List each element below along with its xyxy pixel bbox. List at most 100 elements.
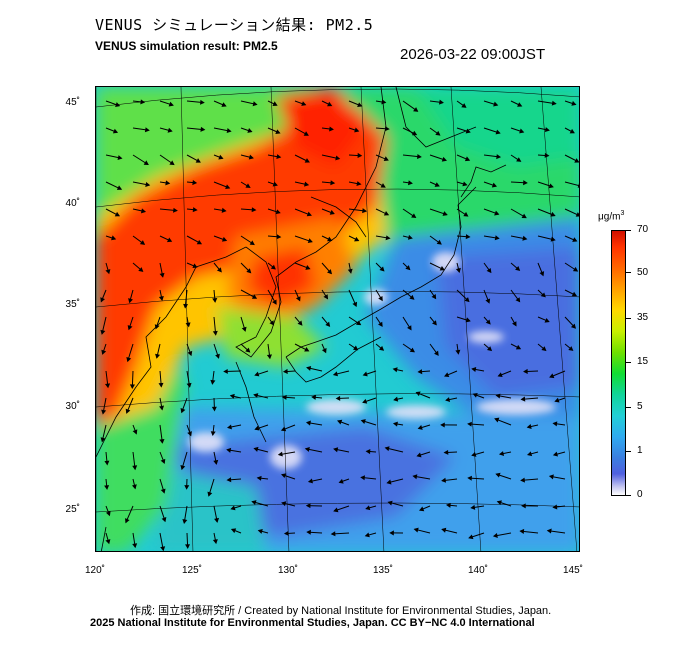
wind-arrow-head bbox=[104, 383, 111, 389]
wind-arrow-head bbox=[307, 238, 313, 244]
wind-arrow-head bbox=[407, 234, 413, 240]
wind-arrow-head bbox=[218, 154, 224, 160]
wind-arrow-head bbox=[183, 303, 189, 309]
wind-arrow-head bbox=[126, 356, 132, 363]
wind-arrow-head bbox=[347, 268, 353, 274]
wind-arrow-head bbox=[360, 475, 365, 481]
wind-arrow-head bbox=[187, 350, 193, 357]
wind-arrow-head bbox=[413, 107, 419, 112]
colorbar-tickmark bbox=[626, 451, 631, 452]
wind-arrow-head bbox=[364, 532, 370, 538]
wind-arrow-head bbox=[434, 182, 440, 187]
lon-label-125: 125˚ bbox=[181, 565, 202, 576]
wind-arrow-head bbox=[221, 207, 227, 213]
wind-arrow-head bbox=[215, 353, 220, 359]
wind-arrow-head bbox=[552, 504, 558, 510]
wind-arrow-head bbox=[417, 425, 423, 430]
wind-arrow-head bbox=[185, 544, 191, 549]
wind-arrow-head bbox=[184, 485, 190, 490]
wind-arrow-head bbox=[416, 452, 422, 458]
wind-arrow-head bbox=[144, 127, 150, 133]
wind-arrow-head bbox=[226, 447, 232, 453]
wind-arrow-head bbox=[307, 478, 313, 484]
wind-arrow-head bbox=[467, 475, 472, 481]
wind-arrow-head bbox=[571, 291, 578, 297]
wind-arrow-head bbox=[138, 267, 144, 272]
lat-label-25: 25˚ bbox=[65, 504, 80, 515]
wind-arrow-head bbox=[159, 272, 165, 278]
wind-arrow-head bbox=[127, 325, 133, 331]
wind-arrow-head bbox=[211, 406, 217, 412]
wind-arrow-head bbox=[540, 292, 546, 298]
wind-arrow-head bbox=[495, 393, 501, 399]
wind-arrow-head bbox=[491, 182, 497, 188]
wind-arrow-head bbox=[241, 326, 247, 332]
wind-arrow-head bbox=[492, 532, 498, 538]
wind-arrow-head bbox=[132, 543, 138, 549]
wind-arrow-head bbox=[212, 298, 218, 303]
wind-arrow-head bbox=[221, 102, 227, 107]
wind-arrow-head bbox=[200, 126, 206, 132]
wind-arrow-head bbox=[493, 101, 499, 107]
pm25-colorbar bbox=[611, 230, 626, 496]
pm25-concentration-field bbox=[96, 87, 579, 551]
wind-arrow-head bbox=[159, 439, 165, 444]
lat-label-35: 35˚ bbox=[65, 299, 80, 310]
colorbar-unit: μg/m3 bbox=[598, 210, 624, 222]
wind-arrow-head bbox=[125, 408, 131, 414]
wind-arrow-head bbox=[251, 500, 257, 505]
wind-arrow-head bbox=[225, 184, 231, 189]
wind-arrow-head bbox=[517, 102, 523, 107]
wind-arrow-head bbox=[160, 546, 166, 551]
wind-arrow-head bbox=[104, 460, 110, 466]
wind-arrow-head bbox=[230, 528, 237, 534]
wind-arrow-head bbox=[519, 128, 525, 134]
wind-arrow-head bbox=[552, 451, 559, 457]
wind-arrow-head bbox=[572, 266, 579, 272]
wind-arrow-head bbox=[226, 424, 232, 430]
wind-arrow-head bbox=[246, 268, 252, 274]
map-title-english: VENUS simulation result: PM2.5 bbox=[95, 39, 278, 53]
wind-arrow-head bbox=[521, 213, 527, 219]
wind-arrow-head bbox=[465, 128, 471, 134]
pm25-concentration-map bbox=[96, 87, 579, 551]
wind-arrow-head bbox=[485, 319, 491, 325]
wind-arrow-head bbox=[570, 323, 577, 329]
wind-arrow-head bbox=[486, 268, 492, 274]
wind-arrow-head bbox=[304, 347, 310, 352]
wind-arrow-head bbox=[100, 437, 106, 443]
wind-arrow-head bbox=[327, 269, 332, 275]
wind-arrow-head bbox=[223, 368, 228, 374]
wind-arrow-head bbox=[105, 510, 111, 517]
lon-label-120: 120˚ bbox=[84, 565, 105, 576]
wind-arrow-head bbox=[392, 421, 398, 427]
wind-arrow-head bbox=[413, 527, 419, 533]
map-title-japanese: VENUS シミュレーション結果: PM2.5 bbox=[95, 16, 374, 34]
wind-arrow-head bbox=[305, 503, 311, 509]
wind-arrow-head bbox=[337, 419, 343, 425]
wind-arrow-head bbox=[362, 208, 368, 214]
wind-arrow-head bbox=[495, 129, 501, 135]
wind-arrow-head bbox=[417, 154, 422, 159]
colorbar-tickmark bbox=[626, 495, 631, 496]
colorbar-tickmark bbox=[626, 362, 631, 363]
wind-arrow-head bbox=[455, 349, 461, 355]
wind-arrow-head bbox=[180, 408, 186, 414]
wind-arrow-head bbox=[385, 235, 391, 241]
wind-arrow-head bbox=[160, 488, 166, 494]
wind-arrow-head bbox=[575, 212, 579, 217]
wind-arrow-head bbox=[354, 236, 360, 242]
wind-arrow-head bbox=[245, 183, 251, 188]
wind-arrow-head bbox=[275, 209, 281, 215]
wind-arrow-head bbox=[212, 539, 218, 545]
wind-arrow-head bbox=[407, 325, 412, 331]
wind-arrow-head bbox=[551, 100, 557, 106]
wind-arrow-head bbox=[101, 349, 107, 355]
wind-arrow-head bbox=[101, 409, 107, 415]
wind-arrow-head bbox=[498, 451, 505, 457]
wind-arrow-head bbox=[256, 475, 262, 481]
wind-arrow-head bbox=[357, 102, 363, 107]
wind-arrow-head bbox=[407, 180, 413, 186]
wind-arrow-head bbox=[112, 128, 119, 134]
wind-arrow-head bbox=[281, 394, 287, 400]
